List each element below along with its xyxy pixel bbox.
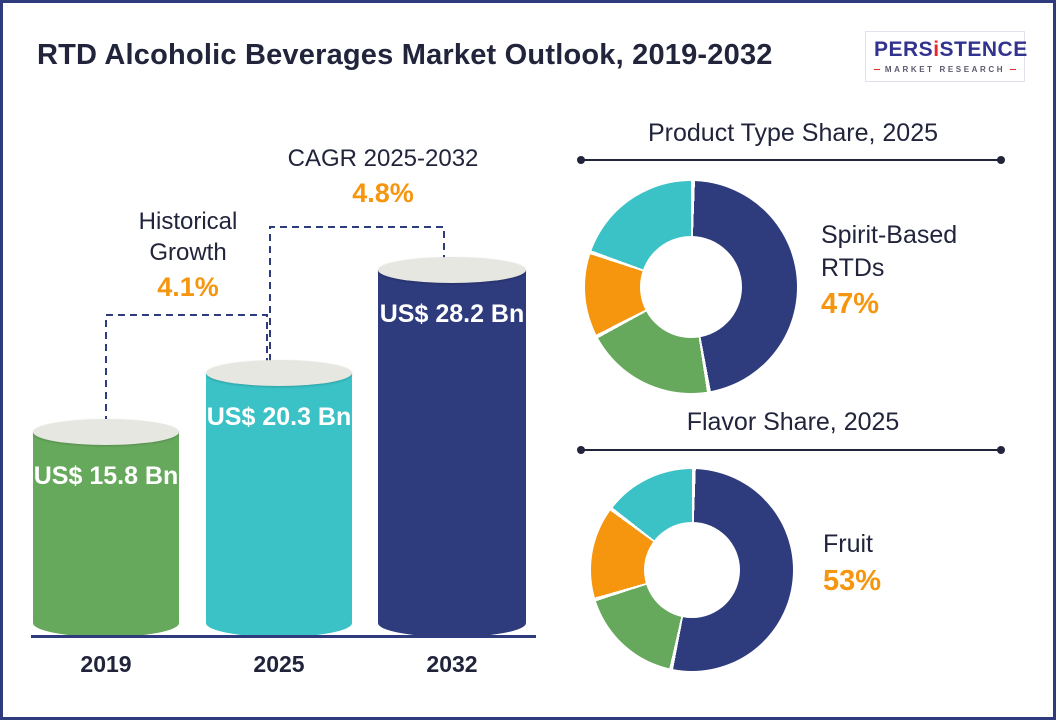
bar-2025-top-cap — [206, 360, 352, 386]
axis-label-2025: 2025 — [253, 651, 305, 677]
brand-wordmark-i: i — [933, 38, 940, 61]
product-type-share-divider — [577, 156, 1005, 164]
flavor-donut — [591, 469, 793, 671]
bar-2019-top-cap — [33, 419, 179, 445]
brand-subtitle: MARKET RESEARCH — [874, 65, 1016, 74]
divider-end-dot — [577, 156, 585, 164]
flavor-share-title: Flavor Share, 2025 — [686, 408, 900, 436]
historical-growth-annotation: Historical Growth 4.1% — [99, 206, 277, 303]
flavor-callout-label: Fruit — [823, 530, 873, 558]
bar-2025: US$ 20.3 Bn — [206, 360, 352, 637]
historical-growth-value: 4.1% — [157, 272, 219, 303]
bar-2032-value-label: US$ 28.2 Bn — [379, 300, 525, 328]
donut-hole — [640, 236, 742, 338]
product-type-donut — [585, 181, 797, 393]
cagr-label: CAGR 2025-2032 — [287, 145, 479, 172]
x-axis-line — [31, 635, 536, 638]
page-title: RTD Alcoholic Beverages Market Outlook, … — [37, 39, 773, 71]
bar-2019: US$ 15.8 Bn — [33, 419, 179, 637]
flavor-callout: Fruit 53% — [823, 528, 1028, 598]
flavor-callout-value: 53% — [823, 564, 882, 597]
donut-hole — [644, 522, 740, 618]
divider-end-dot — [997, 156, 1005, 164]
divider-end-dot — [577, 446, 585, 454]
bar-2019-value-label: US$ 15.8 Bn — [33, 462, 179, 490]
axis-label-2032: 2032 — [426, 651, 478, 677]
bar-2032: US$ 28.2 Bn — [378, 257, 526, 637]
product-type-callout-value: 47% — [821, 288, 880, 320]
cagr-value: 4.8% — [352, 178, 414, 209]
flavor-share-divider — [577, 446, 1005, 454]
cagr-annotation: CAGR 2025-2032 4.8% — [271, 143, 495, 209]
product-type-callout: Spirit-Based RTDs 47% — [821, 219, 1026, 321]
product-type-share-title: Product Type Share, 2025 — [647, 119, 938, 147]
divider-end-dot — [997, 446, 1005, 454]
brand-wordmark-post: STENCE — [939, 38, 1028, 61]
bar-2032-top-cap — [378, 257, 526, 283]
axis-label-2019: 2019 — [80, 651, 132, 677]
bar-2025-value-label: US$ 20.3 Bn — [206, 403, 352, 431]
product-type-callout-label: Spirit-Based RTDs — [821, 221, 958, 282]
brand-wordmark: PERSiSTENCE — [874, 38, 1027, 62]
brand-logo: PERSiSTENCE MARKET RESEARCH — [865, 31, 1027, 82]
brand-wordmark-pre: PERS — [874, 38, 934, 61]
historical-growth-label: Historical Growth — [138, 208, 238, 267]
